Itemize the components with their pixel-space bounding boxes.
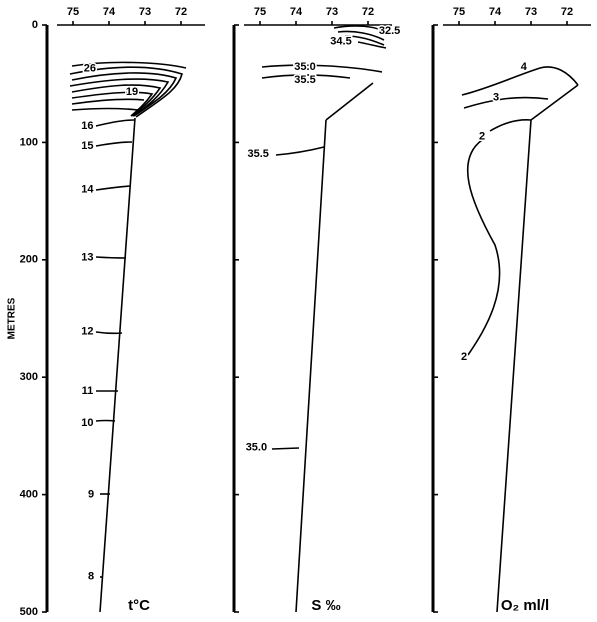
contour-line [461,66,579,96]
contour-line [95,419,116,422]
contour-line [337,30,385,41]
x-axis-label: t°C [128,597,150,614]
x-tick-label: 74 [489,6,502,18]
contour-label: 8 [88,571,94,583]
contour-line [271,447,300,450]
contour-label: 4 [521,61,528,73]
contour-line [344,35,385,46]
contour-label: 26 [84,62,96,74]
contour-line [467,139,501,356]
contour-label: 15 [81,140,93,152]
y-tick-label: 100 [20,136,38,148]
contour-line [71,107,139,111]
contour-line [333,25,386,33]
contour-line [261,64,383,73]
y-axis-label: METRES [7,297,18,339]
contour-label: 2 [479,130,485,142]
station-line [99,117,136,613]
contour-line [275,146,325,156]
contour-label: 13 [81,251,93,263]
contour-line [463,96,549,109]
contour-line [71,61,187,69]
contour-line [71,84,162,117]
x-tick-label: 72 [362,6,374,18]
contour-line [71,98,145,105]
y-tick-label: 400 [20,489,38,501]
contour-label: 10 [81,417,93,429]
x-tick-label: 74 [103,6,116,18]
contour-label: 19 [126,86,138,98]
contour-label: 32.5 [379,25,400,37]
contour-line [69,66,183,118]
y-tick-label: 200 [20,254,38,266]
contour-label: 16 [81,120,93,132]
x-tick-label: 73 [139,6,151,18]
contour-line [489,119,532,132]
y-tick-label: 300 [20,371,38,383]
contour-line [95,141,133,147]
contour-label: 11 [82,385,94,397]
contour-lines [69,25,579,613]
x-axis-label: S ‰ [311,597,340,614]
x-tick-label: 75 [254,6,266,18]
x-tick-label: 75 [453,6,465,18]
x-tick-label: 72 [561,6,573,18]
y-tick-label: 0 [32,19,38,31]
contour-line [95,256,127,259]
contour-line [95,119,135,127]
contour-label: 2 [461,351,467,363]
station-line [295,82,374,613]
contour-label: 14 [81,183,94,195]
contour-line [95,331,123,335]
contour-label: 9 [88,489,94,501]
x-axis-label: O₂ ml/l [501,597,549,614]
x-tick-label: 75 [67,6,79,18]
contour-line [69,78,170,117]
station-line [496,84,579,613]
contour-label: 35.5 [247,148,268,160]
contour-label: 35.5 [294,74,315,86]
x-tick-label: 73 [326,6,338,18]
x-tick-label: 72 [175,6,187,18]
contour-line [357,41,387,49]
contour-label: 35.0 [246,442,267,454]
contour-line [95,185,131,191]
contour-label: 34.5 [330,35,351,47]
y-tick-label: 500 [20,606,38,618]
contour-line [261,74,351,79]
contour-line [71,72,178,117]
x-tick-label: 74 [290,6,303,18]
contour-label: 12 [81,325,93,337]
x-tick-label: 73 [525,6,537,18]
contour-label: 3 [493,92,499,104]
contour-label: 35.0 [294,61,315,73]
